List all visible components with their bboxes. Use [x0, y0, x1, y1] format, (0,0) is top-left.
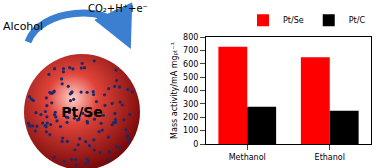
- svg-text:800: 800: [183, 33, 198, 42]
- svg-text:Pt/Se: Pt/Se: [61, 104, 103, 120]
- svg-text:Alcohol: Alcohol: [3, 20, 43, 33]
- svg-text:300: 300: [183, 100, 198, 109]
- svg-text:400: 400: [183, 86, 198, 95]
- svg-text:Pt/C: Pt/C: [349, 16, 366, 25]
- svg-text:500: 500: [183, 73, 198, 82]
- svg-text:0: 0: [193, 140, 198, 149]
- svg-text:Methanol: Methanol: [229, 153, 266, 162]
- svg-text:700: 700: [183, 46, 198, 55]
- svg-text:200: 200: [183, 113, 198, 122]
- svg-text:600: 600: [183, 60, 198, 69]
- svg-text:Ethanol: Ethanol: [315, 153, 345, 162]
- svg-text:100: 100: [183, 126, 198, 135]
- svg-text:CO₂+H⁺+e⁻: CO₂+H⁺+e⁻: [88, 3, 148, 14]
- svg-text:Pt/Se: Pt/Se: [283, 16, 304, 25]
- svg-text:Mass activity/mA mgₚₜ⁻¹: Mass activity/mA mgₚₜ⁻¹: [170, 42, 179, 139]
